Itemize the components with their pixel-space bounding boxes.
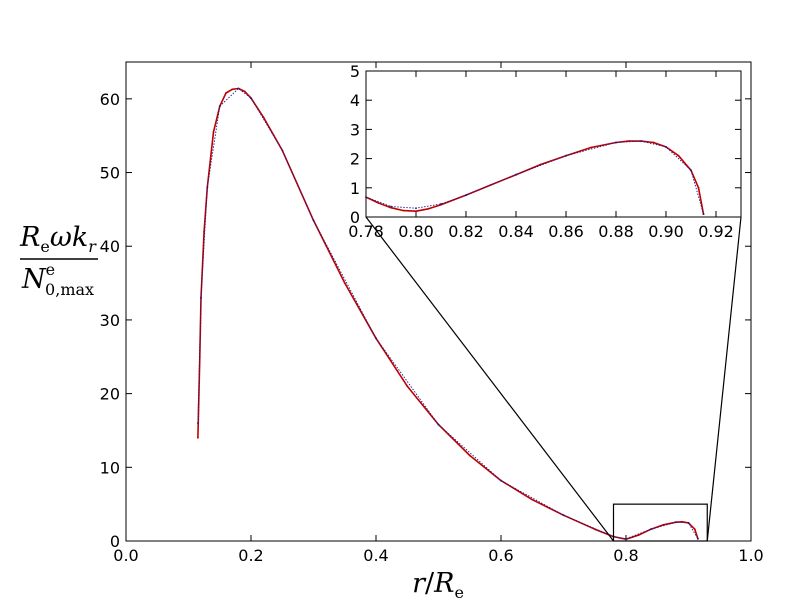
- main-y-tick-label: 60: [100, 90, 120, 109]
- main-x-tick-label: 0.8: [613, 546, 638, 565]
- inset-series-0-point: [402, 209, 405, 212]
- main-x-tick-label: 0.0: [113, 546, 138, 565]
- inset-plot: 0.78 0.80 0.82 0.84 0.86 0.88 0.90 0.92 0 1 2 3 4 5: [348, 62, 742, 241]
- inset-series-1-point: [390, 205, 392, 208]
- inset-y-tick-label: 5: [350, 62, 360, 81]
- main-series-1-trace: [197, 88, 699, 540]
- main-series-0-point: [406, 385, 409, 388]
- main-y-tick-label: 10: [100, 458, 120, 477]
- main-series-1-point: [650, 528, 652, 531]
- main-series-1-point: [197, 422, 199, 424]
- inset-x-tick-label: 0.90: [648, 222, 684, 241]
- main-series-0-point: [468, 454, 471, 457]
- inset-series-0-point: [652, 141, 655, 144]
- inset-series-0-point: [590, 146, 592, 149]
- main-series-1-point: [281, 149, 284, 152]
- inset-series-0-point: [415, 210, 417, 213]
- inset-series-1-point: [615, 141, 617, 144]
- main-y-tick-label: 20: [100, 385, 120, 404]
- y-axis-label-numerator: Reωkr: [19, 222, 97, 256]
- main-series-1-point: [206, 186, 209, 189]
- inset-series-0-point: [677, 154, 680, 157]
- main-series-0-point: [693, 528, 696, 531]
- inset-series-1-point: [640, 140, 642, 143]
- main-series-1-point: [437, 423, 440, 426]
- inset-y-tick-label: 1: [350, 179, 360, 198]
- inset-x-tick-label: 0.92: [698, 222, 734, 241]
- zoom-connector-right: [706, 216, 742, 542]
- inset-x-tick-label: 0.84: [498, 222, 534, 241]
- inset-series-0-trace: [365, 140, 705, 215]
- main-x-tick-label: 1.0: [738, 546, 763, 565]
- inset-series-0-point: [377, 202, 380, 204]
- inset-series-1-point: [515, 173, 517, 176]
- main-series-0-point: [231, 88, 234, 91]
- main-y-tick-label: 50: [100, 164, 120, 183]
- inset-x-tick-label: 0.78: [348, 222, 384, 241]
- main-x-tick-label: 0.6: [488, 546, 513, 565]
- inset-y-tick-label: 4: [350, 91, 360, 110]
- inset-x-tick-label: 0.88: [598, 222, 634, 241]
- y-axis-label-denominator: Ne 0,max: [21, 260, 94, 299]
- main-y-tick-label: 40: [100, 237, 120, 256]
- main-series-1-point: [500, 479, 502, 482]
- inset-x-tick-label: 0.86: [548, 222, 584, 241]
- main-y-tick-label: 0: [110, 532, 120, 551]
- main-series-1-point: [675, 521, 677, 524]
- inset-series-1-point: [702, 213, 705, 216]
- main-y-tick-label: 30: [100, 311, 120, 330]
- main-series-1-point: [250, 97, 252, 99]
- inset-x-tick-label: 0.80: [398, 222, 434, 241]
- zoom-connector-left: [365, 216, 614, 542]
- main-series-1-point: [562, 514, 565, 517]
- main-series-1-point: [237, 87, 240, 90]
- main-series-0-point: [531, 498, 534, 501]
- inset-y-tick-label: 3: [350, 120, 360, 139]
- inset-series-1-point: [465, 194, 467, 197]
- main-series-1-point: [625, 537, 627, 540]
- main-series-0-point: [212, 131, 215, 133]
- inset-series-0-point: [427, 207, 430, 210]
- main-series-1-point: [375, 337, 377, 340]
- inset-x-tick-label: 0.82: [448, 222, 484, 241]
- main-series-1-point: [200, 296, 202, 299]
- zoom-box: [612, 503, 708, 542]
- main-series-1-point: [218, 105, 221, 108]
- inset-series-1-point: [665, 146, 667, 148]
- main-series-1-point: [687, 522, 690, 524]
- zoom-connector-lines: [365, 216, 742, 542]
- inset-series-0-point: [627, 140, 630, 143]
- inset-series-0-point: [540, 163, 542, 166]
- main-series-0-point: [343, 282, 346, 284]
- inset-series-1-point: [690, 169, 692, 172]
- main-series-0-point: [197, 436, 199, 439]
- inset-series-1-point: [415, 207, 417, 210]
- inset-y-tick-label: 0: [350, 208, 360, 227]
- inset-series-1-point: [365, 196, 367, 199]
- x-axis-label: r/Re: [412, 568, 464, 602]
- inset-frame: [365, 70, 742, 218]
- inset-series-1-point: [565, 154, 567, 157]
- main-series-0-point: [262, 116, 265, 119]
- main-series-0-trace: [197, 87, 699, 541]
- inset-y-tick-label: 2: [350, 150, 360, 169]
- main-series-0-point: [243, 90, 246, 93]
- main-series-1-point: [697, 537, 699, 540]
- inset-series-1-trace: [365, 140, 704, 215]
- main-series-0-point: [225, 92, 227, 94]
- y-axis-label: Reωkr Ne 0,max: [19, 222, 98, 299]
- main-x-tick-label: 0.2: [238, 546, 263, 565]
- inset-series-1-point: [440, 203, 442, 205]
- inset-series-0-point: [697, 186, 700, 189]
- main-series-1-point: [312, 219, 315, 222]
- main-x-tick-label: 0.4: [363, 546, 388, 565]
